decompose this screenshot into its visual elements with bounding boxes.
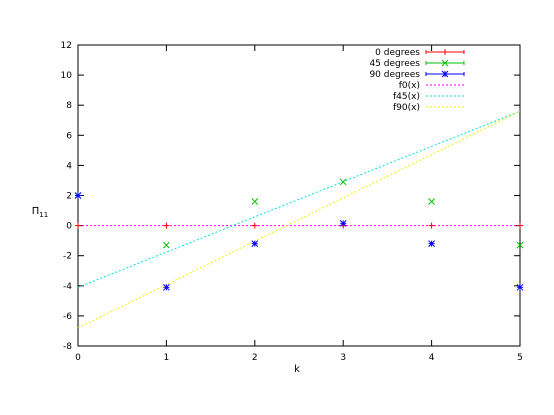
data-point-45-degrees-stroke bbox=[339, 178, 347, 186]
legend-marker-45-degrees bbox=[441, 59, 449, 67]
data-point-90-degrees-stroke bbox=[251, 240, 259, 248]
y-tick-label: 12 bbox=[61, 41, 72, 51]
data-point-90-degrees bbox=[251, 240, 259, 248]
data-point-90-degrees bbox=[339, 219, 347, 227]
legend-marker-0-degrees bbox=[442, 49, 448, 55]
plot-frame bbox=[77, 44, 521, 347]
legend-label-0-degrees: 0 degrees bbox=[375, 48, 420, 58]
y-tick-label: 2 bbox=[66, 192, 72, 202]
y-tick-label: -4 bbox=[63, 282, 72, 292]
y-tick-label: 0 bbox=[66, 222, 72, 232]
legend-label-f45-x-: f45(x) bbox=[393, 92, 420, 102]
plot-area bbox=[74, 110, 524, 329]
data-point-0-degrees bbox=[428, 222, 435, 229]
x-tick-label: 2 bbox=[252, 353, 258, 363]
data-point-45-degrees bbox=[163, 241, 170, 249]
legend-label-f90-x-: f90(x) bbox=[393, 103, 420, 113]
data-point-45-degrees bbox=[251, 198, 259, 205]
legend-marker-45-degrees-stroke bbox=[441, 59, 449, 67]
series-line-f90-x- bbox=[77, 110, 521, 329]
data-point-90-degrees-stroke bbox=[428, 240, 435, 248]
data-point-0-degrees bbox=[251, 222, 258, 229]
data-point-0-degrees bbox=[163, 222, 170, 229]
legend-label-f0-x-: f0(x) bbox=[399, 81, 420, 91]
legend-marker-90-degrees bbox=[441, 70, 449, 78]
y-tick-label: -2 bbox=[63, 252, 72, 262]
data-point-90-degrees-stroke bbox=[516, 283, 524, 291]
x-tick-label: 3 bbox=[340, 353, 346, 363]
legend-label-90-degrees: 90 degrees bbox=[369, 70, 420, 80]
x-tick-label: 0 bbox=[75, 353, 81, 363]
x-axis-label: k bbox=[294, 364, 300, 375]
data-point-45-degrees-stroke bbox=[163, 241, 170, 249]
data-point-90-degrees-stroke bbox=[339, 219, 347, 227]
data-point-90-degrees-stroke bbox=[74, 192, 82, 199]
data-point-90-degrees bbox=[163, 283, 170, 291]
data-point-45-degrees bbox=[339, 178, 347, 186]
data-point-90-degrees bbox=[428, 240, 435, 248]
data-point-45-degrees-stroke bbox=[516, 241, 524, 249]
data-point-90-degrees bbox=[516, 283, 524, 291]
y-tick-label: 6 bbox=[66, 131, 72, 141]
legend-marker-90-degrees-stroke bbox=[441, 70, 449, 78]
y-tick-label: -8 bbox=[63, 342, 72, 352]
data-point-45-degrees-stroke bbox=[251, 198, 259, 205]
y-tick-label: 10 bbox=[61, 71, 73, 81]
y-tick-label: 8 bbox=[66, 101, 72, 111]
y-tick-label: -6 bbox=[63, 312, 72, 322]
data-point-45-degrees-stroke bbox=[428, 198, 435, 205]
data-point-45-degrees bbox=[516, 241, 524, 249]
x-tick-label: 4 bbox=[429, 353, 435, 363]
data-point-90-degrees bbox=[74, 192, 82, 199]
data-point-0-degrees bbox=[517, 222, 523, 229]
legend-label-45-degrees: 45 degrees bbox=[369, 59, 420, 69]
series-line-f45-x- bbox=[77, 110, 521, 288]
x-tick-label: 5 bbox=[517, 353, 523, 363]
data-point-90-degrees-stroke bbox=[163, 283, 170, 291]
y-tick-label: 4 bbox=[66, 161, 72, 171]
data-point-45-degrees bbox=[428, 198, 435, 205]
data-point-0-degrees bbox=[75, 222, 81, 229]
y-axis-label: Π11 bbox=[32, 206, 48, 219]
x-tick-label: 1 bbox=[164, 353, 170, 363]
